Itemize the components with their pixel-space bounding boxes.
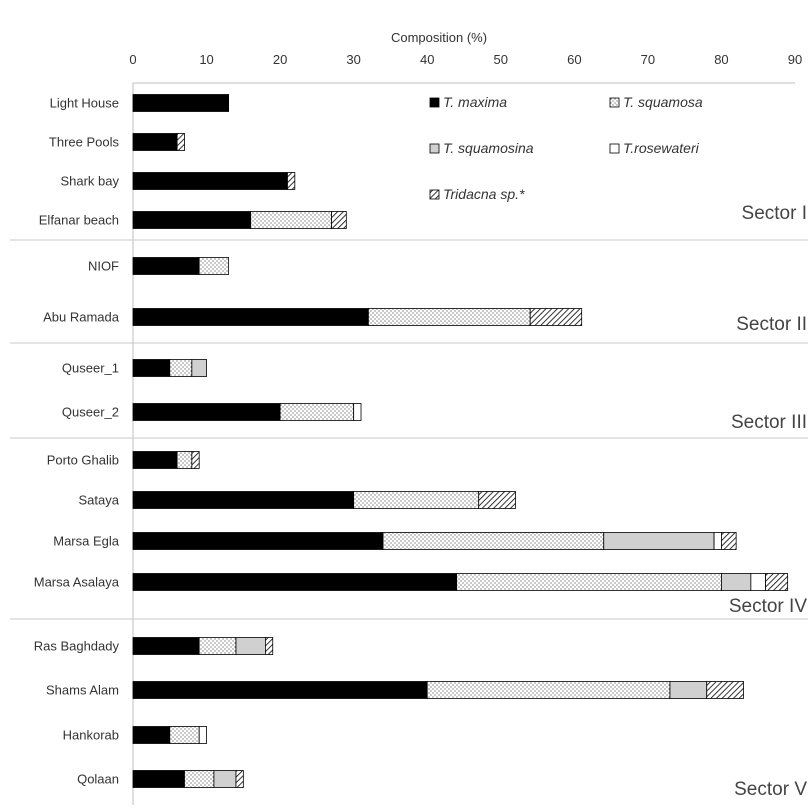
legend-label: T.rosewateri [623, 140, 700, 156]
bar-segment-hatch [529, 308, 583, 326]
bar-segment-solid [132, 359, 171, 377]
bar-segment-gray [721, 573, 752, 591]
legend: T. maxima T. squamosa T. squamosina T.rosew… [429, 94, 703, 202]
bar-segment-dots [382, 532, 605, 550]
bar-segment-white [353, 403, 362, 421]
legend-swatch-dots [609, 97, 620, 108]
legend-swatch-white [609, 143, 620, 154]
site-label: Quseer_1 [62, 361, 119, 376]
bar-segment-solid [132, 308, 369, 326]
legend-swatch-solid [429, 97, 440, 108]
site-label: Quseer_2 [62, 405, 119, 420]
bar-segment-hatch [176, 133, 185, 151]
legend-swatch-gray [429, 143, 440, 154]
bar-segment-hatch [331, 211, 347, 229]
bar-segment-solid [132, 133, 178, 151]
bar-segment-dots [184, 770, 215, 788]
bar-segment-hatch [706, 681, 744, 699]
sector-labels: Sector I Sector II Sector III Sector IV Sect… [729, 203, 807, 800]
site-label: Marsa Asalaya [34, 575, 120, 590]
bar-segment-solid [132, 94, 230, 112]
legend-swatch-hatch [429, 189, 440, 200]
bar-segment-hatch [264, 637, 274, 655]
site-label: Porto Ghalib [47, 453, 119, 468]
bar-segment-white [750, 573, 766, 591]
bar-segment-dots [198, 637, 237, 655]
bar-segment-dots [169, 726, 200, 744]
x-tick-label: 70 [641, 52, 655, 67]
legend-label: Tridacna sp.* [443, 186, 525, 202]
bar-segment-solid [132, 573, 458, 591]
bar-segment-solid [132, 451, 178, 469]
bar-segment-solid [132, 257, 200, 275]
bar-segment-solid [132, 532, 384, 550]
site-label: Light House [50, 96, 119, 111]
sector-label: Sector IV [729, 596, 807, 617]
bar-segment-hatch [765, 573, 789, 591]
legend-label: T. squamosina [443, 140, 534, 156]
x-tick-label: 80 [714, 52, 728, 67]
bar-segment-gray [603, 532, 715, 550]
bar-segment-solid [132, 172, 288, 190]
sector-label: Sector V [734, 779, 807, 800]
bar-segment-gray [213, 770, 237, 788]
bar-segment-gray [235, 637, 266, 655]
bar-segment-hatch [287, 172, 296, 190]
bar-segment-solid [132, 211, 252, 229]
sector-dividers [10, 239, 808, 620]
bar-segment-solid [132, 770, 185, 788]
bar-segment-dots [198, 257, 230, 275]
bar-segment-white [713, 532, 722, 550]
bar-segment-hatch [478, 491, 516, 509]
site-label: Three Pools [49, 135, 120, 150]
bar-segment-dots [426, 681, 671, 699]
x-tick-label: 0 [129, 52, 136, 67]
bar-segment-white [198, 726, 207, 744]
x-tick-label: 20 [273, 52, 287, 67]
legend-label: T. squamosa [623, 94, 703, 110]
x-axis-label: Composition (%) [391, 30, 487, 45]
bar-segment-solid [132, 491, 355, 509]
bar-segment-solid [132, 403, 281, 421]
site-label: Abu Ramada [43, 310, 120, 325]
site-label: Shams Alam [46, 683, 119, 698]
x-tick-label: 30 [346, 52, 360, 67]
x-tick-label: 90 [788, 52, 802, 67]
site-label: Ras Baghdady [34, 639, 120, 654]
bar-segment-hatch [191, 451, 200, 469]
legend-label: T. maxima [443, 94, 507, 110]
site-label: NIOF [88, 259, 119, 274]
bar-segment-solid [132, 637, 200, 655]
bar-segment-gray [669, 681, 708, 699]
bar-segment-solid [132, 726, 171, 744]
x-tick-label: 60 [567, 52, 581, 67]
x-tick-label: 50 [494, 52, 508, 67]
bar-segment-dots [456, 573, 722, 591]
bar-segment-gray [191, 359, 207, 377]
bar-segment-hatch [721, 532, 737, 550]
bar-segment-dots [367, 308, 531, 326]
x-tick-label: 10 [199, 52, 213, 67]
sector-label: Sector II [736, 314, 807, 335]
bar-segment-solid [132, 681, 428, 699]
bar-segment-dots [250, 211, 332, 229]
site-label: Marsa Egla [53, 534, 120, 549]
sector-label: Sector III [731, 412, 807, 433]
site-label: Hankorab [63, 728, 119, 743]
x-tick-labels: 0 10 20 30 40 50 60 70 80 90 [129, 52, 802, 67]
site-label: Qolaan [77, 772, 119, 787]
sector-label: Sector I [742, 203, 807, 224]
site-label: Sataya [79, 493, 120, 508]
site-label: Elfanar beach [39, 213, 119, 228]
x-tick-label: 40 [420, 52, 434, 67]
bar-segment-dots [353, 491, 480, 509]
bar-segment-dots [169, 359, 193, 377]
bar-segment-hatch [235, 770, 244, 788]
bar-segment-dots [176, 451, 193, 469]
bar-segment-dots [279, 403, 355, 421]
bars: Light House Three Pools Shark bay Elfanar b… [34, 94, 789, 788]
site-label: Shark bay [60, 174, 119, 189]
